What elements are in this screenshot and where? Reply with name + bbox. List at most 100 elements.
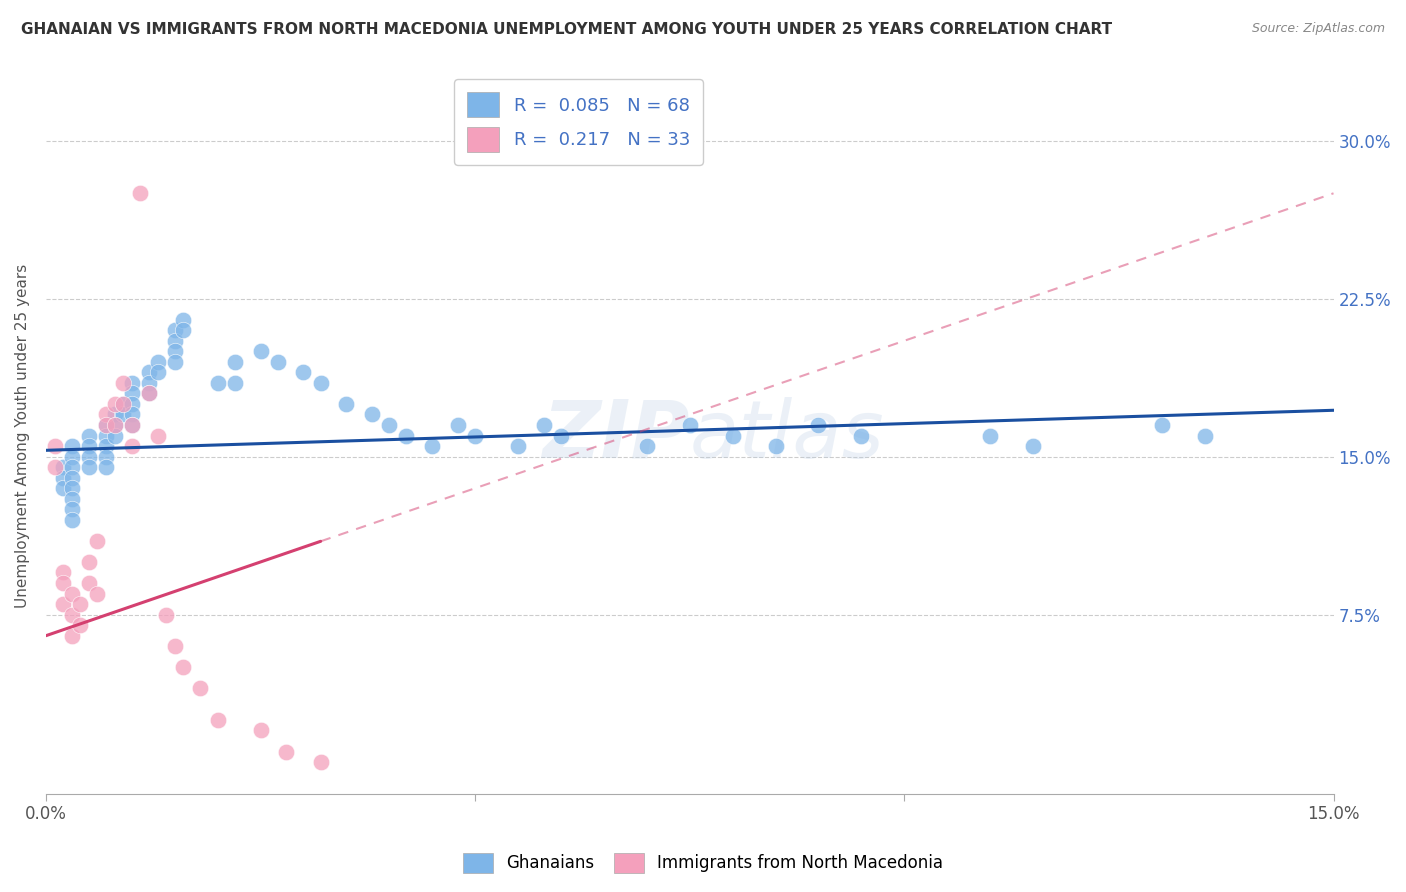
Point [121, 376, 143, 390]
Point [69, 618, 91, 632]
Point [60, 460, 83, 475]
Point [163, 344, 186, 359]
Text: atlas: atlas [690, 397, 884, 475]
Point [361, 408, 384, 422]
Point [60, 513, 83, 527]
Point [77, 460, 100, 475]
Point [94, 428, 117, 442]
Point [104, 417, 127, 432]
Point [138, 365, 160, 379]
Point [52, 597, 75, 611]
Point [172, 323, 194, 337]
Point [309, 755, 332, 769]
Point [138, 386, 160, 401]
Text: GHANAIAN VS IMMIGRANTS FROM NORTH MACEDONIA UNEMPLOYMENT AMONG YOUTH UNDER 25 YE: GHANAIAN VS IMMIGRANTS FROM NORTH MACEDO… [21, 22, 1112, 37]
Point [163, 355, 186, 369]
Point [121, 408, 143, 422]
Point [447, 417, 470, 432]
Point [60, 439, 83, 453]
Point [60, 471, 83, 485]
Point [86, 533, 108, 548]
Point [155, 607, 177, 622]
Point [52, 481, 75, 495]
Point [249, 723, 271, 738]
Point [77, 450, 100, 464]
Point [121, 397, 143, 411]
Point [104, 428, 127, 442]
Point [533, 417, 555, 432]
Point [77, 439, 100, 453]
Point [77, 576, 100, 591]
Point [335, 397, 357, 411]
Point [138, 386, 160, 401]
Point [190, 681, 212, 696]
Point [52, 576, 75, 591]
Point [86, 586, 108, 600]
Point [224, 376, 246, 390]
Point [224, 355, 246, 369]
Point [249, 344, 271, 359]
Text: Source: ZipAtlas.com: Source: ZipAtlas.com [1251, 22, 1385, 36]
Point [163, 639, 186, 653]
Point [550, 428, 572, 442]
Point [1022, 439, 1045, 453]
Point [121, 417, 143, 432]
Point [94, 408, 117, 422]
Legend: R =  0.085   N = 68, R =  0.217   N = 33: R = 0.085 N = 68, R = 0.217 N = 33 [454, 79, 703, 165]
Point [60, 586, 83, 600]
Point [60, 607, 83, 622]
Point [464, 428, 486, 442]
Point [765, 439, 787, 453]
Point [395, 428, 418, 442]
Point [94, 417, 117, 432]
Point [112, 408, 135, 422]
Point [69, 597, 91, 611]
Point [52, 460, 75, 475]
Y-axis label: Unemployment Among Youth under 25 years: Unemployment Among Youth under 25 years [15, 263, 30, 607]
Point [104, 397, 127, 411]
Point [77, 428, 100, 442]
Point [121, 386, 143, 401]
Legend: Ghanaians, Immigrants from North Macedonia: Ghanaians, Immigrants from North Macedon… [456, 847, 950, 880]
Point [163, 334, 186, 348]
Point [112, 397, 135, 411]
Point [267, 355, 290, 369]
Point [1194, 428, 1216, 442]
Point [94, 439, 117, 453]
Point [163, 323, 186, 337]
Point [1150, 417, 1173, 432]
Point [138, 376, 160, 390]
Point [112, 376, 135, 390]
Point [378, 417, 401, 432]
Point [292, 365, 315, 379]
Point [851, 428, 873, 442]
Point [420, 439, 443, 453]
Point [146, 355, 169, 369]
Point [60, 481, 83, 495]
Point [77, 555, 100, 569]
Point [44, 460, 66, 475]
Point [276, 745, 298, 759]
Point [94, 460, 117, 475]
Point [94, 450, 117, 464]
Point [104, 417, 127, 432]
Point [60, 491, 83, 506]
Point [129, 186, 152, 201]
Point [146, 365, 169, 379]
Point [636, 439, 658, 453]
Point [309, 376, 332, 390]
Point [44, 439, 66, 453]
Point [506, 439, 529, 453]
Point [60, 629, 83, 643]
Point [60, 502, 83, 516]
Point [52, 471, 75, 485]
Point [172, 660, 194, 674]
Point [121, 417, 143, 432]
Text: ZIP: ZIP [543, 397, 690, 475]
Point [104, 408, 127, 422]
Point [60, 450, 83, 464]
Point [94, 417, 117, 432]
Point [207, 376, 229, 390]
Point [52, 566, 75, 580]
Point [721, 428, 744, 442]
